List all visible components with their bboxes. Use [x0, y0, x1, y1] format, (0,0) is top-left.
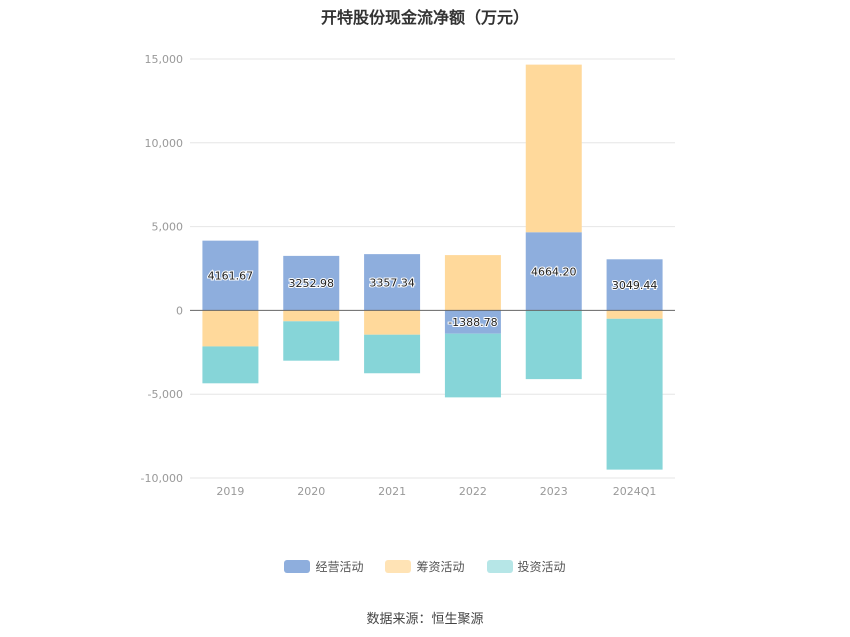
bar-investing — [606, 318, 663, 470]
x-tick-label: 2023 — [540, 485, 568, 498]
legend-label-investing: 投资活动 — [517, 560, 566, 574]
data-label: 3357.34 — [369, 276, 415, 289]
y-tick-label: -10,000 — [141, 472, 183, 485]
bar-financing — [444, 255, 501, 311]
x-tick-label: 2024Q1 — [613, 485, 657, 498]
legend-item-financing[interactable]: 筹资活动 — [385, 558, 465, 575]
bar-chart: 15,000 10,000 5,000 0 -5,000 -10,000 2019 2020 2… — [141, 53, 675, 498]
data-source: 数据来源：恒生聚源 — [366, 612, 484, 627]
x-tick-label: 2021 — [378, 485, 406, 498]
x-tick-label: 2019 — [216, 485, 244, 498]
legend: 经营活动 筹资活动 投资活动 — [0, 558, 850, 575]
bar-financing — [606, 310, 663, 319]
x-tick-label: 2022 — [459, 485, 487, 498]
legend-swatch-operating — [284, 560, 311, 573]
x-tick-label: 2020 — [297, 485, 325, 498]
bar-investing — [444, 333, 501, 398]
bar-financing — [283, 310, 340, 322]
data-label: 4664.20 — [531, 265, 577, 278]
legend-swatch-financing — [385, 560, 412, 573]
bar-investing — [525, 310, 582, 380]
data-label: 4161.67 — [208, 270, 254, 283]
data-label: -1388.78 — [448, 316, 497, 329]
legend-item-investing[interactable]: 投资活动 — [486, 558, 566, 575]
bar-investing — [202, 346, 259, 384]
bar-financing — [364, 310, 421, 335]
legend-label-operating: 经营活动 — [315, 560, 364, 574]
data-label: 3252.98 — [289, 277, 335, 290]
bar-operating — [525, 232, 582, 311]
y-tick-label: 0 — [176, 304, 183, 317]
y-tick-label: 15,000 — [145, 53, 184, 66]
y-tick-label: 10,000 — [145, 137, 184, 150]
bar-investing — [283, 321, 340, 361]
bar-operating — [606, 259, 663, 311]
y-tick-label: -5,000 — [148, 388, 183, 401]
legend-item-operating[interactable]: 经营活动 — [284, 558, 363, 575]
bar-operating — [444, 310, 501, 334]
legend-swatch-investing — [486, 560, 513, 573]
bar-operating — [202, 240, 259, 311]
bar-financing — [525, 64, 582, 233]
legend-label-financing: 筹资活动 — [416, 560, 465, 574]
data-label: 3049.44 — [612, 279, 658, 292]
bar-operating — [364, 254, 421, 311]
bar-investing — [364, 334, 421, 374]
chart-title: 开特股份现金流净额（万元） — [320, 8, 529, 27]
bar-financing — [202, 310, 259, 347]
bar-operating — [283, 255, 340, 311]
y-tick-label: 5,000 — [152, 221, 184, 234]
